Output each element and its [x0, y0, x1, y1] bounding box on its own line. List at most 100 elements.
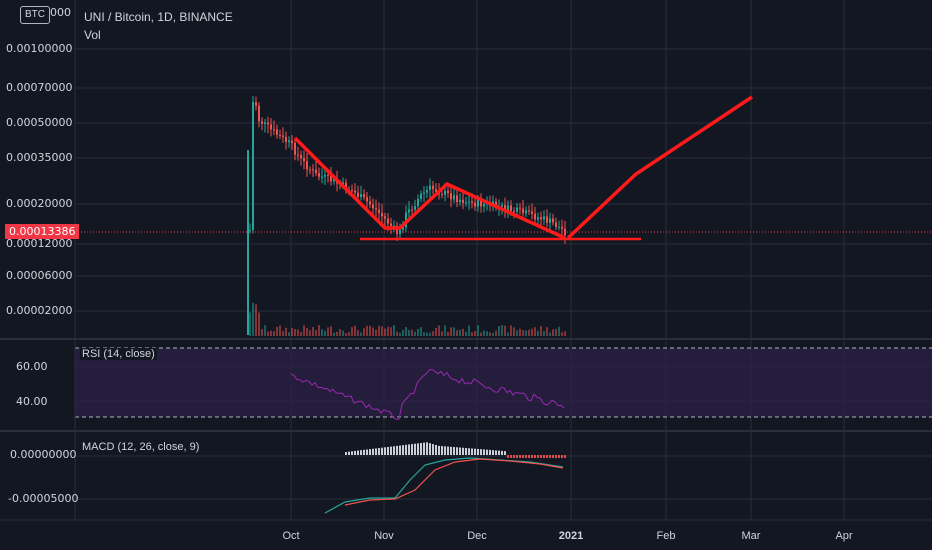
candle-body — [519, 207, 521, 209]
volume-bar — [297, 329, 299, 336]
macd-hist-bar — [450, 446, 452, 455]
volume-bar — [507, 332, 509, 336]
candle-body — [468, 201, 470, 203]
macd-hist-bar — [519, 455, 521, 458]
time-label: Oct — [282, 530, 300, 542]
macd-hist-bar — [408, 444, 410, 455]
candle-body — [270, 124, 272, 130]
candle-body — [432, 185, 434, 190]
macd-hist-bar — [537, 455, 539, 458]
candle-body — [294, 142, 296, 155]
candle-body — [300, 155, 302, 159]
candle-body — [480, 200, 482, 207]
candle-body — [453, 195, 455, 200]
trend-drawings[interactable] — [293, 95, 753, 241]
macd-lines — [324, 457, 564, 514]
candle-body — [543, 216, 545, 220]
volume-bar — [267, 331, 269, 336]
volume-bar — [303, 325, 305, 336]
candle-body — [537, 217, 539, 220]
volume-bar — [543, 331, 545, 336]
time-label: Feb — [656, 530, 676, 542]
volume-bar — [312, 327, 314, 336]
volume-bar — [333, 332, 335, 336]
macd-hist-bar — [522, 455, 524, 458]
symbol-badge[interactable]: BTC — [20, 6, 50, 24]
volume-bar — [336, 331, 338, 336]
volume-bar — [456, 330, 458, 336]
time-label: 2021 — [558, 530, 584, 542]
candle-body — [288, 140, 290, 143]
volume-bar — [468, 325, 470, 336]
candle-body — [444, 190, 446, 195]
volume-bar — [330, 326, 332, 336]
volume-bar — [504, 325, 506, 336]
candle-body — [429, 185, 431, 191]
price-tick: 0.00012000 — [6, 237, 73, 250]
macd-hist-bar — [555, 455, 557, 458]
macd-hist-bar — [504, 451, 506, 455]
volume-bar — [546, 327, 548, 336]
candle-body — [411, 209, 413, 211]
candle-body — [393, 225, 395, 227]
chart-title[interactable]: UNI / Bitcoin, 1D, BINANCE — [84, 10, 233, 24]
volume-bar — [342, 330, 344, 336]
candle-body — [291, 140, 293, 143]
macd-hist-bar — [345, 452, 347, 455]
volume-bar — [378, 325, 380, 336]
candle-body — [435, 189, 437, 192]
candle-body — [324, 175, 326, 177]
candle-body — [315, 169, 317, 174]
volume-bar — [255, 304, 257, 336]
macd-hist-bar — [378, 448, 380, 455]
candle-body — [471, 201, 473, 203]
rsi-legend[interactable]: RSI (14, close) — [80, 348, 157, 360]
candle-body — [312, 169, 314, 171]
volume-bar — [492, 332, 494, 336]
volume-bar — [372, 327, 374, 336]
candle-body — [327, 175, 329, 177]
volume-legend[interactable]: Vol — [84, 28, 101, 42]
price-tick: 0.00050000 — [6, 116, 73, 129]
volume-bar — [288, 332, 290, 336]
macd-hist-bar — [495, 450, 497, 455]
macd-hist-bar — [426, 442, 428, 455]
macd-hist-bar — [462, 447, 464, 455]
candle-body — [282, 135, 284, 137]
macd-hist-bar — [489, 449, 491, 455]
price-tick: 0.00006000 — [6, 269, 73, 282]
volume-bar — [309, 330, 311, 336]
candle-body — [363, 194, 365, 198]
volume-bar — [417, 328, 419, 336]
candle-body — [534, 213, 536, 220]
macd-hist-bar — [381, 447, 383, 455]
macd-hist-bar — [477, 448, 479, 455]
volume-bar — [450, 327, 452, 336]
volume-bar — [306, 327, 308, 336]
price-tick: 0.00070000 — [6, 81, 73, 94]
macd-hist-bar — [441, 446, 443, 455]
macd-hist-bar — [525, 455, 527, 458]
volume-bar — [465, 331, 467, 336]
volume-bar — [291, 327, 293, 336]
macd-hist-bar — [354, 450, 356, 455]
volume-bar — [345, 332, 347, 336]
volume-bar — [276, 326, 278, 336]
grid-lines — [75, 0, 932, 520]
candle-body — [279, 134, 281, 136]
macd-hist-bar — [396, 445, 398, 455]
rsi-tick: 60.00 — [16, 360, 48, 373]
macd-legend[interactable]: MACD (12, 26, close, 9) — [80, 441, 202, 453]
candle-body — [303, 158, 305, 162]
volume-bar — [447, 331, 449, 336]
volume-bar — [489, 332, 491, 336]
candle-body — [309, 169, 311, 171]
macd-hist-bar — [444, 446, 446, 455]
volume-bar — [459, 329, 461, 336]
volume-bar — [360, 332, 362, 336]
candle-body — [247, 150, 249, 335]
rsi-tick: 40.00 — [16, 395, 48, 408]
macd-hist-bar — [549, 455, 551, 458]
candle-body — [357, 192, 359, 197]
